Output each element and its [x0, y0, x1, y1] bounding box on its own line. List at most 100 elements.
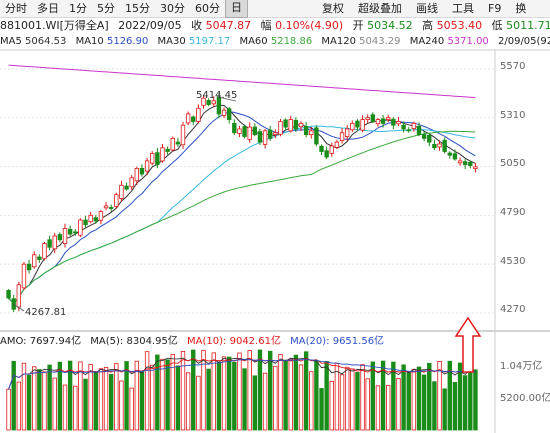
period-toolbar: 分时 多日 1分 5分 15分 30分 60分 日 复权 超级叠加 画线 工具 …	[0, 0, 550, 18]
price-tick-4530: 4530	[500, 256, 525, 267]
volume-bar	[421, 374, 427, 431]
tab-5min[interactable]: 5分	[97, 2, 115, 15]
candle-down	[73, 231, 78, 234]
candle-up	[160, 147, 165, 162]
tab-daily[interactable]: 日	[225, 0, 248, 18]
tab-30min[interactable]: 30分	[160, 2, 185, 15]
volume-bar	[468, 366, 473, 431]
volume-bar	[278, 353, 283, 431]
ma240-label: MA240	[409, 36, 445, 47]
candle-up	[262, 130, 268, 145]
tab-60min[interactable]: 60分	[195, 2, 220, 15]
ma-legend-bar: MA5 5064.53 MA10 5126.90 MA30 5197.17 MA…	[0, 34, 550, 49]
volume-bar	[42, 371, 47, 431]
candle-down	[47, 239, 52, 248]
price-tick-4790: 4790	[500, 207, 525, 218]
volume-bar	[108, 373, 114, 431]
volume-bar	[344, 366, 350, 431]
candle-up	[185, 113, 191, 124]
volume-bar	[411, 368, 417, 431]
volume-bar	[401, 364, 406, 431]
volume-bar	[16, 381, 22, 431]
switch-button[interactable]: 换	[515, 2, 527, 15]
volume-bar	[216, 362, 222, 431]
ma60-label: MA60	[239, 36, 268, 47]
volume-bar	[206, 368, 211, 431]
volume-bar	[180, 350, 186, 431]
candle-up	[103, 205, 109, 209]
adjust-button[interactable]: 复权	[322, 2, 344, 15]
candle-up	[150, 152, 155, 164]
ma30-value: 5197.17	[188, 36, 231, 47]
candle-down	[155, 152, 160, 166]
candle-down	[83, 219, 88, 226]
volume-bar	[273, 365, 278, 431]
candle-down	[232, 122, 237, 134]
volume-bar	[452, 382, 458, 431]
volume-bar	[93, 372, 98, 431]
tab-1min[interactable]: 1分	[69, 2, 87, 15]
candle-up	[375, 119, 381, 125]
volume-bar	[52, 377, 57, 431]
candle-down	[191, 116, 196, 122]
volume-bar	[339, 374, 345, 431]
volume-bar	[226, 356, 232, 431]
volume-bar	[370, 361, 376, 431]
tab-intraday[interactable]: 分时	[5, 2, 27, 15]
volume-bar	[262, 372, 268, 431]
volume-bar	[103, 367, 109, 431]
ma240-line	[8, 64, 476, 99]
volume-bar	[185, 372, 191, 431]
volume-bar	[232, 361, 237, 431]
quote-info-bar: 881001.WI[万得全A] 2022/09/05 收 5047.87 幅 0…	[0, 18, 550, 33]
candle-down	[175, 141, 181, 145]
low-annotation: 4267.81	[25, 307, 66, 318]
ma60-value: 5218.86	[270, 36, 313, 47]
volume-bar	[47, 364, 52, 431]
candle-up	[298, 122, 304, 128]
candle-up	[201, 97, 206, 106]
open-label: 开	[352, 19, 364, 32]
overlay-button[interactable]: 超级叠加	[358, 2, 402, 15]
volume-bar	[98, 368, 104, 431]
candle-up	[288, 119, 293, 132]
price-tick-5570: 5570	[500, 61, 525, 72]
vol-ma20-label: MA(20)	[290, 336, 327, 347]
candle-up	[437, 143, 442, 148]
price-tick-4270: 4270	[500, 304, 525, 315]
candle-up	[88, 214, 93, 223]
candle-up	[21, 263, 27, 289]
candle-down	[462, 161, 468, 166]
volume-bar	[201, 350, 206, 431]
draw-line-button[interactable]: 画线	[416, 2, 438, 15]
candle-down	[108, 207, 114, 209]
candle-down	[447, 152, 452, 156]
tab-multi-day[interactable]: 多日	[37, 2, 59, 15]
tools-button[interactable]: 工具	[452, 2, 474, 15]
candle-up	[134, 168, 140, 182]
volume-bar	[462, 375, 468, 431]
f9-button[interactable]: F9	[488, 2, 502, 15]
tab-15min[interactable]: 15分	[125, 2, 150, 15]
candle-up	[237, 128, 242, 134]
candle-down	[124, 185, 129, 190]
change-label: 幅	[260, 19, 272, 32]
volume-bar	[314, 360, 319, 431]
high-label: 高	[422, 19, 434, 32]
high-marker-line	[217, 96, 237, 102]
volume-bar	[360, 364, 365, 431]
volume-bar	[293, 354, 299, 431]
candle-up	[273, 132, 278, 136]
candle-down	[314, 127, 319, 145]
candle-down	[226, 108, 232, 120]
candle-up	[98, 211, 104, 221]
candle-down	[139, 168, 145, 175]
candle-up	[32, 254, 37, 268]
amo-label: AMO	[0, 336, 24, 347]
volume-bar	[375, 385, 381, 431]
volume-bar	[242, 368, 247, 431]
candle-up	[334, 141, 340, 148]
candle-up	[221, 109, 227, 116]
volume-bar	[406, 371, 411, 431]
